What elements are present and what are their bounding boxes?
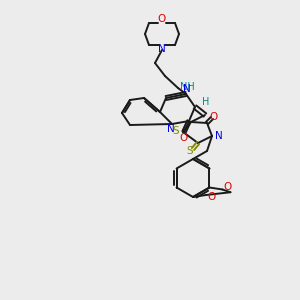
Text: N: N <box>183 84 191 94</box>
Text: H: H <box>202 97 210 107</box>
Text: O: O <box>210 112 218 122</box>
Text: O: O <box>158 14 166 24</box>
Text: N: N <box>167 124 175 134</box>
Text: S: S <box>187 146 193 156</box>
Text: NH: NH <box>180 82 194 92</box>
Text: N: N <box>158 44 166 54</box>
Text: S: S <box>173 126 179 136</box>
Text: O: O <box>223 182 232 193</box>
Text: O: O <box>179 133 187 143</box>
Text: O: O <box>207 192 215 202</box>
Text: N: N <box>215 131 223 141</box>
